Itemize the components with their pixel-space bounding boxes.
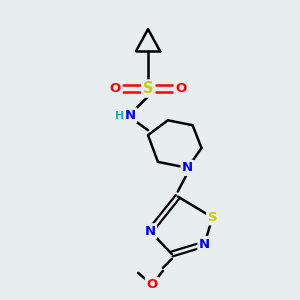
Text: N: N — [144, 225, 156, 238]
Text: O: O — [175, 82, 186, 95]
Text: N: N — [124, 109, 136, 122]
Text: N: N — [182, 161, 193, 174]
Text: O: O — [110, 82, 121, 95]
Text: S: S — [143, 81, 153, 96]
Text: O: O — [146, 278, 158, 291]
Text: N: N — [199, 238, 210, 250]
Text: S: S — [208, 211, 217, 224]
Text: H: H — [115, 111, 124, 121]
